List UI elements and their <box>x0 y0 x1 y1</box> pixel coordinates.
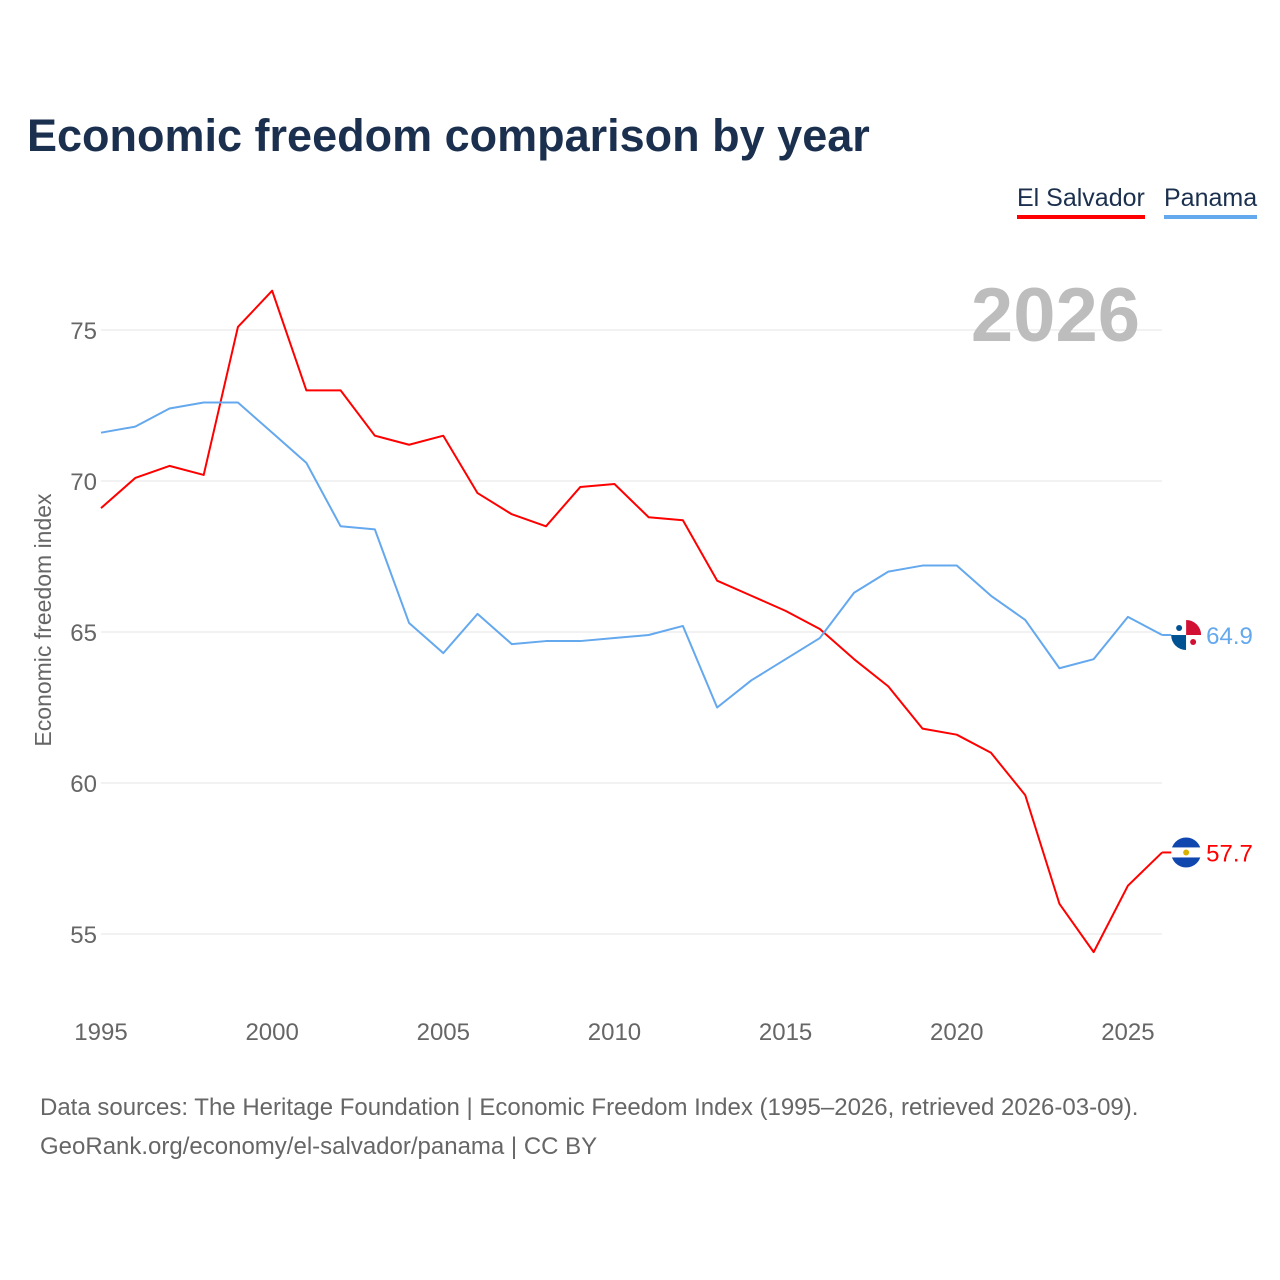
x-tick-label: 2025 <box>1101 1019 1154 1046</box>
y-tick-label: 75 <box>70 318 97 345</box>
y-tick-label: 60 <box>70 771 97 798</box>
chart-title: Economic freedom comparison by year <box>27 110 870 161</box>
y-axis-label: Economic freedom index <box>30 493 56 747</box>
legend-el-salvador[interactable]: El Salvador <box>1017 184 1145 219</box>
x-tick-label: 2015 <box>759 1019 812 1046</box>
series-line-el-salvador <box>100 289 1163 954</box>
x-tick-label: 2020 <box>930 1019 983 1046</box>
x-tick-label: 2005 <box>417 1019 470 1046</box>
x-tick-label: 1995 <box>74 1019 127 1046</box>
y-tick-label: 65 <box>70 620 97 647</box>
year-watermark: 2026 <box>971 273 1140 358</box>
end-value-label: 64.9 <box>1206 623 1253 650</box>
end-value-label: 57.7 <box>1206 840 1253 867</box>
series-line-panama <box>100 401 1163 709</box>
source-note: Data sources: The Heritage Foundation | … <box>40 1088 1138 1166</box>
y-tick-label: 70 <box>70 469 97 496</box>
panama-flag-icon <box>1171 620 1202 651</box>
source-line-2[interactable]: GeoRank.org/economy/el-salvador/panama |… <box>40 1133 598 1160</box>
x-tick-label: 2000 <box>245 1019 298 1046</box>
x-tick-label: 2010 <box>588 1019 641 1046</box>
y-tick-label: 55 <box>70 922 97 949</box>
el-salvador-flag-icon <box>1171 837 1202 868</box>
legend-panama[interactable]: Panama <box>1164 184 1258 219</box>
source-line-1: Data sources: The Heritage Foundation | … <box>40 1094 1139 1121</box>
